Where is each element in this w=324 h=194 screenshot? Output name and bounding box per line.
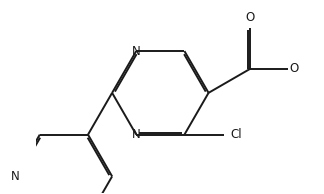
Text: O: O bbox=[246, 11, 255, 24]
Text: N: N bbox=[132, 128, 141, 141]
Text: Cl: Cl bbox=[230, 128, 242, 141]
Text: O: O bbox=[289, 62, 298, 75]
Text: N: N bbox=[132, 45, 141, 58]
Text: N: N bbox=[11, 170, 20, 183]
